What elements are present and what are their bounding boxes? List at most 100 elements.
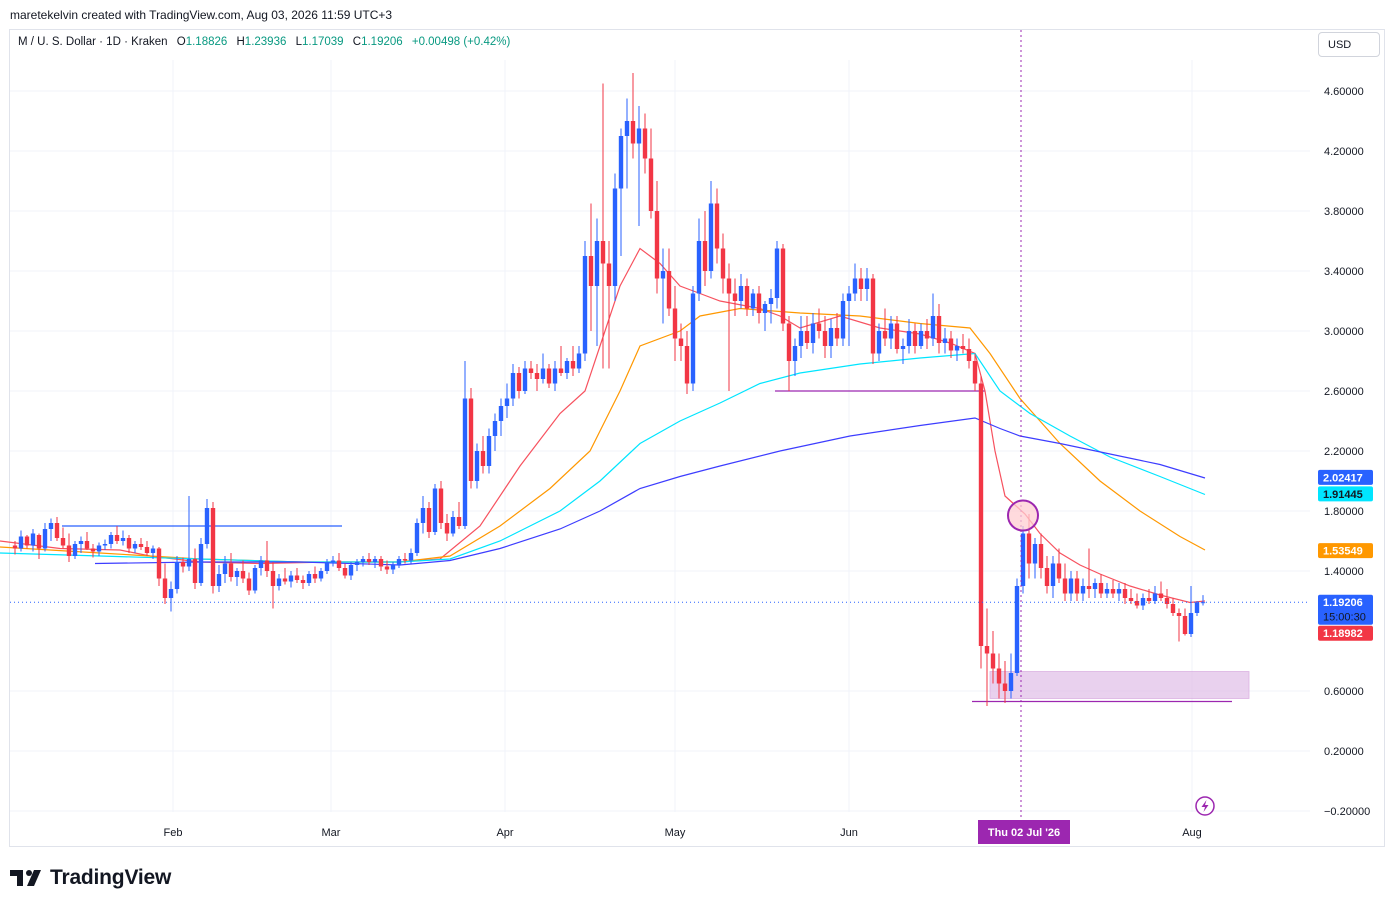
currency-button[interactable]: USD xyxy=(1318,32,1380,57)
candle[interactable] xyxy=(342,563,348,579)
candle[interactable] xyxy=(18,530,24,552)
candle[interactable] xyxy=(1176,608,1182,642)
candle[interactable] xyxy=(990,631,996,684)
candle[interactable] xyxy=(672,286,678,361)
candle[interactable] xyxy=(108,532,114,549)
candle[interactable] xyxy=(1038,533,1044,579)
candle[interactable] xyxy=(1134,593,1140,609)
candle[interactable] xyxy=(450,511,456,537)
candle[interactable] xyxy=(954,338,960,362)
candle[interactable] xyxy=(852,263,858,302)
candle[interactable] xyxy=(744,278,750,317)
candle[interactable] xyxy=(420,496,426,534)
candle[interactable] xyxy=(840,293,846,347)
candle[interactable] xyxy=(1008,653,1014,699)
candle[interactable] xyxy=(636,106,642,226)
candle[interactable] xyxy=(372,556,378,568)
candle[interactable] xyxy=(1128,589,1134,604)
candle[interactable] xyxy=(558,346,564,376)
candle[interactable] xyxy=(132,541,138,553)
candle[interactable] xyxy=(330,556,336,567)
candle[interactable] xyxy=(684,331,690,394)
candle[interactable] xyxy=(396,556,402,568)
candle[interactable] xyxy=(1002,661,1008,703)
candle[interactable] xyxy=(1074,571,1080,601)
candle[interactable] xyxy=(222,556,228,583)
candle[interactable] xyxy=(642,113,648,174)
candle[interactable] xyxy=(948,331,954,358)
candle[interactable] xyxy=(498,398,504,437)
candle[interactable] xyxy=(84,532,90,550)
candle[interactable] xyxy=(624,98,630,189)
candle[interactable] xyxy=(426,502,432,538)
candle[interactable] xyxy=(690,286,696,391)
candle[interactable] xyxy=(666,248,672,317)
candle[interactable] xyxy=(120,530,126,546)
candle[interactable] xyxy=(594,218,600,347)
candle[interactable] xyxy=(390,562,396,574)
candle[interactable] xyxy=(1164,589,1170,609)
candle[interactable] xyxy=(1080,578,1086,602)
candle[interactable] xyxy=(876,323,882,362)
candle[interactable] xyxy=(1152,586,1158,604)
candle[interactable] xyxy=(1056,548,1062,584)
candle[interactable] xyxy=(576,346,582,373)
candle[interactable] xyxy=(78,536,84,554)
candle[interactable] xyxy=(318,568,324,582)
candle[interactable] xyxy=(996,653,1002,699)
candle[interactable] xyxy=(354,559,360,571)
candle[interactable] xyxy=(846,286,852,346)
candle[interactable] xyxy=(1116,583,1122,601)
candle[interactable] xyxy=(552,361,558,391)
candle[interactable] xyxy=(984,608,990,707)
candle[interactable] xyxy=(36,533,42,560)
candle[interactable] xyxy=(66,533,72,563)
candle[interactable] xyxy=(432,484,438,535)
candle[interactable] xyxy=(726,263,732,392)
candle[interactable] xyxy=(1014,578,1020,677)
candle[interactable] xyxy=(168,581,174,612)
candle[interactable] xyxy=(186,496,192,571)
candle[interactable] xyxy=(408,548,414,564)
candle[interactable] xyxy=(858,268,864,301)
candle[interactable] xyxy=(162,563,168,605)
candle[interactable] xyxy=(612,173,618,302)
candle[interactable] xyxy=(768,289,774,324)
candle[interactable] xyxy=(534,364,540,391)
candle[interactable] xyxy=(414,518,420,557)
candle[interactable] xyxy=(1110,580,1116,598)
candle[interactable] xyxy=(402,553,408,564)
candle[interactable] xyxy=(144,541,150,556)
price-badge[interactable]: 1.18982 xyxy=(1318,625,1373,641)
candle[interactable] xyxy=(504,383,510,419)
candle[interactable] xyxy=(204,499,210,549)
candle[interactable] xyxy=(258,556,264,576)
demand-zone[interactable] xyxy=(989,671,1250,699)
candle[interactable] xyxy=(474,443,480,489)
candle[interactable] xyxy=(924,319,930,349)
price-badge[interactable]: 2.02417 xyxy=(1318,469,1373,485)
candle[interactable] xyxy=(96,542,102,557)
candle[interactable] xyxy=(702,211,708,286)
candle[interactable] xyxy=(738,274,744,309)
candle[interactable] xyxy=(780,244,786,331)
candle[interactable] xyxy=(546,364,552,388)
candle[interactable] xyxy=(198,538,204,586)
candle[interactable] xyxy=(438,481,444,529)
candle[interactable] xyxy=(360,556,366,567)
moving-average-line[interactable] xyxy=(0,352,1206,563)
candle[interactable] xyxy=(978,376,984,669)
candle[interactable] xyxy=(300,575,306,590)
candle[interactable] xyxy=(126,535,132,553)
candle[interactable] xyxy=(864,268,870,301)
candle[interactable] xyxy=(240,560,246,584)
candle[interactable] xyxy=(48,518,54,542)
candle[interactable] xyxy=(456,502,462,529)
candle[interactable] xyxy=(708,181,714,279)
candle[interactable] xyxy=(678,323,684,362)
candle[interactable] xyxy=(1032,538,1038,579)
price-badge[interactable]: 1.19206 15:00:30 xyxy=(1318,594,1373,625)
symbol-title[interactable]: M / U. S. Dollar · 1D · Kraken xyxy=(18,36,168,48)
candle[interactable] xyxy=(264,541,270,577)
